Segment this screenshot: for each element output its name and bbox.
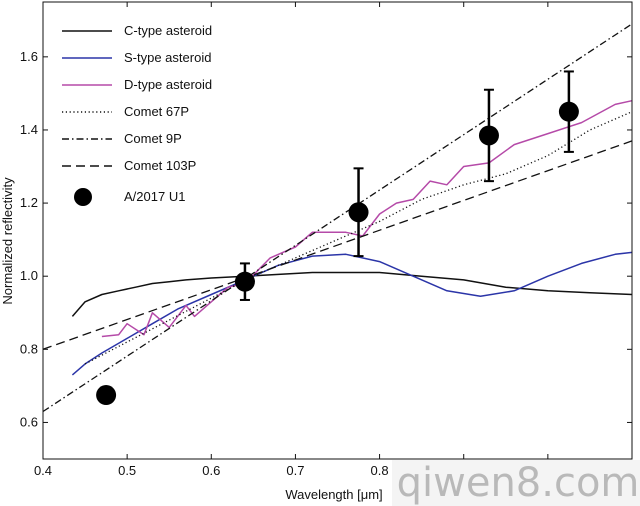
y-tick-label: 1.0 [20,268,38,283]
legend-label-3: Comet 67P [124,104,189,119]
x-tick-label: 0.7 [286,463,304,478]
watermark-background [392,460,640,506]
y-tick-label: 1.4 [20,122,38,137]
plot-frame-layer [43,2,632,459]
data-point [96,385,117,406]
legend-marker-points [74,188,92,206]
y-tick-label: 0.8 [20,341,38,356]
axes-layer: 0.40.50.60.70.80.91.01.10.60.81.01.21.41… [20,1,640,478]
legend-label-5: Comet 103P [124,158,196,173]
y-tick-label: 1.6 [20,49,38,64]
legend-label-2: D-type asteroid [124,77,212,92]
data-point [478,125,499,146]
series-line-2 [101,99,633,338]
x-tick-label: 0.8 [371,463,389,478]
series-line-0 [71,271,633,317]
legend-label-0: C-type asteroid [124,23,212,38]
y-tick-label: 0.6 [20,414,38,429]
watermark: qiwen8.com [392,460,640,506]
plot-area [43,2,632,459]
x-tick-label: 0.6 [202,463,220,478]
watermark-text: qiwen8.com [397,460,640,506]
legend-label-1: S-type asteroid [124,50,211,65]
y-tick-label: 1.2 [20,195,38,210]
series-layer [42,23,633,413]
legend-label-4: Comet 9P [124,131,182,146]
series-line-5 [42,140,633,350]
legend-label-points: A/2017 U1 [124,189,185,204]
x-axis-title: Wavelength [μm] [285,487,382,502]
data-points-layer [96,70,579,406]
series-line-4 [42,23,633,413]
x-tick-label: 0.5 [118,463,136,478]
legend: C-type asteroid S-type asteroid D-type ast… [62,23,212,206]
data-point [348,202,369,223]
data-point [558,101,579,122]
series-line-1 [71,251,633,376]
plot-frame [42,1,633,460]
y-axis-title: Normalized reflectivity [0,177,15,305]
x-tick-label: 0.4 [34,463,52,478]
data-point [234,271,255,292]
